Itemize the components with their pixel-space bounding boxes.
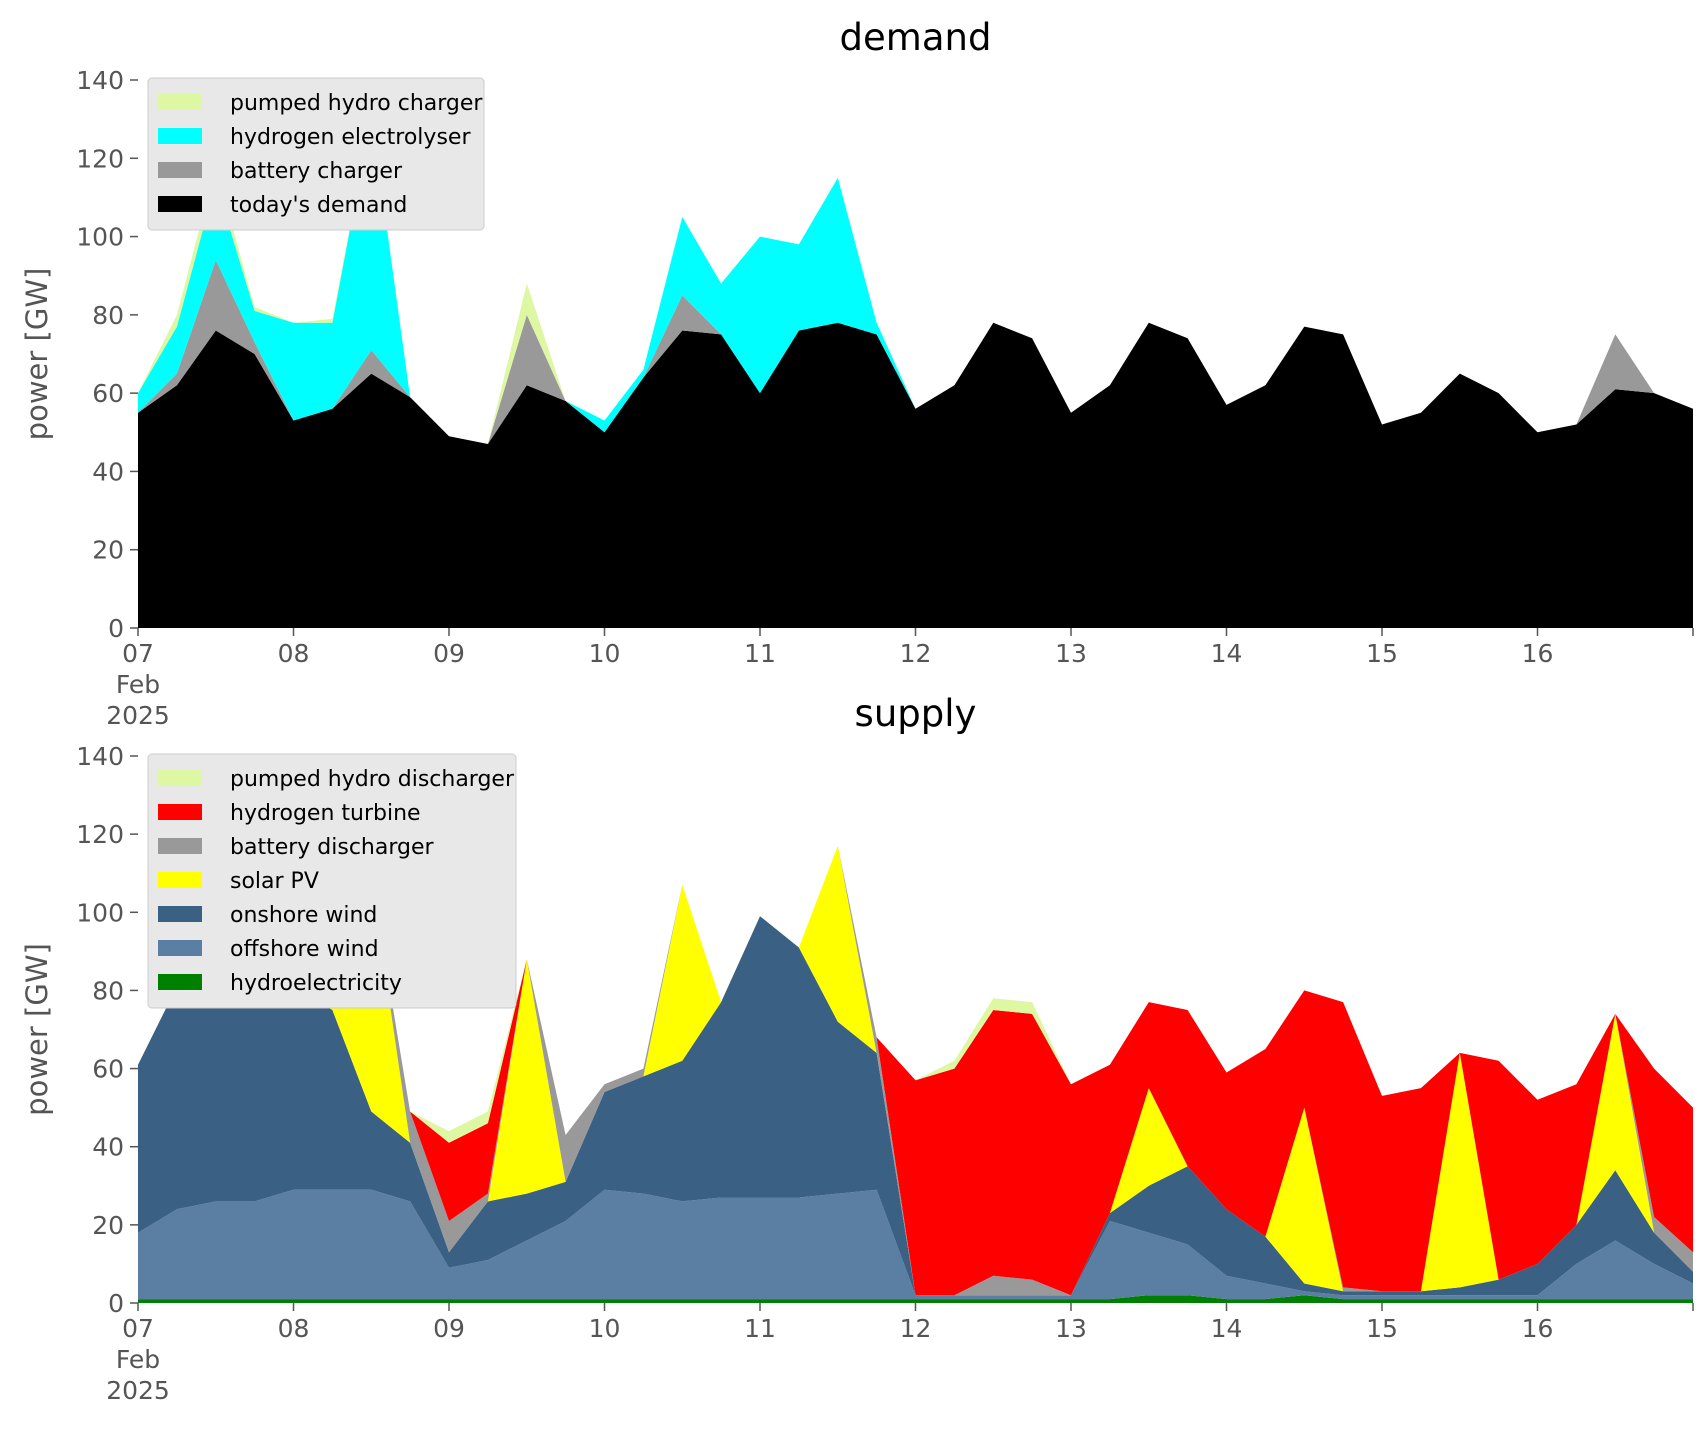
y-tick-label: 140 bbox=[76, 742, 124, 771]
legend-label-hydroelectricity: hydroelectricity bbox=[230, 971, 402, 996]
y-tick-label: 140 bbox=[76, 66, 124, 95]
x-tick-label: 07 Feb 2025 bbox=[106, 1314, 170, 1405]
legend-swatch-onshore-wind bbox=[158, 906, 202, 922]
x-tick-label: 16 bbox=[1522, 639, 1554, 668]
y-tick-label: 20 bbox=[92, 1211, 124, 1240]
supply-areas bbox=[138, 845, 1693, 1303]
legend-label-hydrogen-turbine: hydrogen turbine bbox=[230, 801, 421, 826]
x-tick-label: 16 bbox=[1522, 1314, 1554, 1343]
legend-swatch-hydrogen-electrolyser bbox=[158, 128, 202, 144]
legend-label-hydrogen-electrolyser: hydrogen electrolyser bbox=[230, 125, 471, 150]
y-tick-label: 120 bbox=[76, 820, 124, 849]
x-tick-label: 10 bbox=[589, 639, 621, 668]
supply-title: supply bbox=[855, 692, 977, 735]
x-tick-label: 13 bbox=[1055, 639, 1087, 668]
y-tick-label: 80 bbox=[92, 301, 124, 330]
x-tick-label: 09 bbox=[433, 1314, 465, 1343]
legend-swatch-battery-discharger bbox=[158, 838, 202, 854]
x-tick-label: 07 Feb 2025 bbox=[106, 639, 170, 730]
supply-legend: pumped hydro discharger hydrogen turbine b… bbox=[147, 753, 517, 1009]
x-tick-label: 11 bbox=[744, 639, 776, 668]
x-tick-label: 11 bbox=[744, 1314, 776, 1343]
legend-swatch-solar-pv bbox=[158, 872, 202, 888]
legend-label-offshore-wind: offshore wind bbox=[230, 937, 379, 962]
area-hydrogen-turbine bbox=[138, 845, 1693, 1296]
legend-label-pumped-hydro-charger: pumped hydro charger bbox=[230, 91, 483, 116]
legend-label-onshore-wind: onshore wind bbox=[230, 903, 377, 928]
x-tick-label: 13 bbox=[1055, 1314, 1087, 1343]
x-tick-label: 10 bbox=[589, 1314, 621, 1343]
legend-box bbox=[147, 753, 517, 1009]
y-tick-label: 0 bbox=[108, 1289, 124, 1318]
demand-title: demand bbox=[840, 16, 992, 59]
y-tick-label: 60 bbox=[92, 379, 124, 408]
demand-panel: 0 20 40 60 80 100 120 140 07 Feb 2025 08 09 10 11 12 13 1… bbox=[20, 16, 1694, 730]
x-tick-label: 08 bbox=[278, 1314, 310, 1343]
demand-ylabel: power [GW] bbox=[20, 268, 54, 441]
x-tick-label: 12 bbox=[900, 639, 932, 668]
x-tick-label: 09 bbox=[433, 639, 465, 668]
demand-areas bbox=[138, 115, 1693, 628]
area-today-s-demand bbox=[138, 322, 1693, 628]
y-tick-label: 100 bbox=[76, 223, 124, 252]
area-hydrogen-electrolyser bbox=[138, 115, 1693, 444]
legend-swatch-hydroelectricity bbox=[158, 974, 202, 990]
x-tick-label: 12 bbox=[900, 1314, 932, 1343]
legend-swatch-hydrogen-turbine bbox=[158, 804, 202, 820]
x-tick-label: 08 bbox=[278, 639, 310, 668]
supply-ylabel: power [GW] bbox=[20, 943, 54, 1116]
legend-box bbox=[147, 77, 485, 231]
y-tick-label: 80 bbox=[92, 976, 124, 1005]
legend-label-solar-pv: solar PV bbox=[230, 869, 319, 894]
supply-panel: 0 20 40 60 80 100 120 140 07 Feb 2025 08 09 10 11 12 13 1… bbox=[20, 692, 1694, 1405]
legend-label-battery-discharger: battery discharger bbox=[230, 835, 435, 860]
legend-swatch-offshore-wind bbox=[158, 940, 202, 956]
x-tick-label: 15 bbox=[1366, 639, 1398, 668]
y-tick-label: 40 bbox=[92, 457, 124, 486]
area-offshore-wind bbox=[138, 1189, 1693, 1300]
area-solar-pv bbox=[138, 845, 1693, 1296]
y-tick-label: 60 bbox=[92, 1055, 124, 1084]
y-tick-label: 40 bbox=[92, 1133, 124, 1162]
legend-label-today-s-demand: today's demand bbox=[230, 193, 407, 218]
y-tick-label: 0 bbox=[108, 614, 124, 643]
legend-swatch-pumped-hydro-discharger bbox=[158, 770, 202, 786]
legend-swatch-pumped-hydro-charger bbox=[158, 94, 202, 110]
x-tick-label: 14 bbox=[1211, 639, 1243, 668]
y-tick-label: 120 bbox=[76, 144, 124, 173]
demand-legend: pumped hydro charger hydrogen electrolyse… bbox=[147, 77, 485, 231]
y-tick-label: 100 bbox=[76, 898, 124, 927]
legend-label-pumped-hydro-discharger: pumped hydro discharger bbox=[230, 767, 515, 792]
legend-swatch-today-s-demand bbox=[158, 196, 202, 212]
x-tick-label: 14 bbox=[1211, 1314, 1243, 1343]
legend-label-battery-charger: battery charger bbox=[230, 159, 403, 184]
y-tick-label: 20 bbox=[92, 536, 124, 565]
x-tick-label: 15 bbox=[1366, 1314, 1398, 1343]
legend-swatch-battery-charger bbox=[158, 162, 202, 178]
area-onshore-wind bbox=[138, 916, 1693, 1296]
